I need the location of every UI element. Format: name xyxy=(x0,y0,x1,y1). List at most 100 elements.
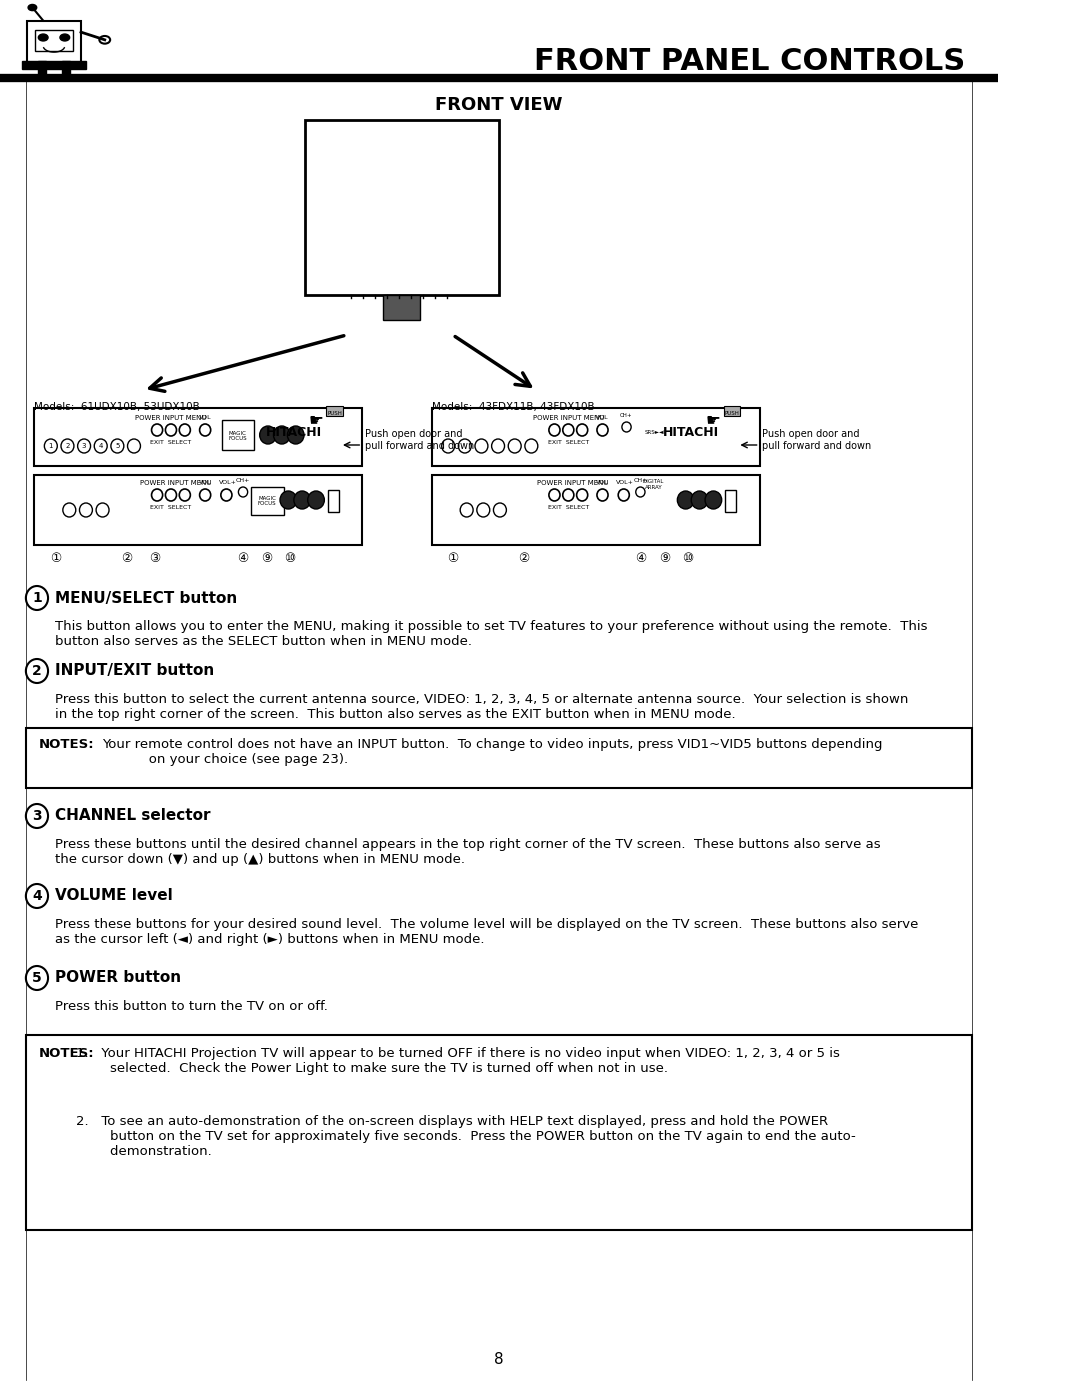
Text: NOTES:: NOTES: xyxy=(39,1046,94,1060)
Text: VOL+: VOL+ xyxy=(617,481,634,485)
Text: PUSH: PUSH xyxy=(327,411,342,416)
Bar xyxy=(35,408,362,467)
Bar xyxy=(328,490,339,511)
Text: ②: ② xyxy=(518,552,529,564)
Text: Models:  61UDX10B, 53UDX10B: Models: 61UDX10B, 53UDX10B xyxy=(35,402,200,412)
Text: 2.   To see an auto-demonstration of the on-screen displays with HELP text displ: 2. To see an auto-demonstration of the o… xyxy=(76,1115,855,1158)
Circle shape xyxy=(60,34,70,41)
Text: ⑨: ⑨ xyxy=(261,552,272,564)
Text: INPUT/EXIT button: INPUT/EXIT button xyxy=(55,664,215,679)
Text: 1.   Your HITACHI Projection TV will appear to be turned OFF if there is no vide: 1. Your HITACHI Projection TV will appea… xyxy=(76,1046,839,1076)
Text: This button allows you to enter the MENU, making it possible to set TV features : This button allows you to enter the MENU… xyxy=(55,620,928,648)
Text: 2: 2 xyxy=(32,664,42,678)
Text: POWER INPUT MENU: POWER INPUT MENU xyxy=(139,481,212,486)
Circle shape xyxy=(287,426,305,444)
Text: 4: 4 xyxy=(32,888,42,902)
Bar xyxy=(35,475,362,545)
Text: HITACHI: HITACHI xyxy=(663,426,719,439)
Text: VOL: VOL xyxy=(596,481,609,485)
Bar xyxy=(432,408,759,467)
Text: 2: 2 xyxy=(65,443,69,448)
Text: Models:  43FDX11B, 43FDX10B: Models: 43FDX11B, 43FDX10B xyxy=(432,402,594,412)
Text: ④: ④ xyxy=(635,552,646,564)
Bar xyxy=(432,475,759,545)
Text: ④: ④ xyxy=(238,552,248,564)
Text: FRONT VIEW: FRONT VIEW xyxy=(435,96,563,115)
Text: Press these buttons until the desired channel appears in the top right corner of: Press these buttons until the desired ch… xyxy=(55,838,881,866)
Text: Push open door and
pull forward and down: Push open door and pull forward and down xyxy=(762,429,872,451)
Text: EXIT  SELECT: EXIT SELECT xyxy=(150,440,191,446)
Text: MAGIC
FOCUS: MAGIC FOCUS xyxy=(228,430,247,441)
Text: VOL: VOL xyxy=(199,481,212,485)
Text: CH+: CH+ xyxy=(633,478,648,483)
Text: ①: ① xyxy=(50,552,62,564)
Text: CHANNEL selector: CHANNEL selector xyxy=(55,809,211,823)
Circle shape xyxy=(308,490,324,509)
Bar xyxy=(726,490,737,511)
Text: VOLUME level: VOLUME level xyxy=(55,888,173,904)
Circle shape xyxy=(677,490,694,509)
Text: Press these buttons for your desired sound level.  The volume level will be disp: Press these buttons for your desired sou… xyxy=(55,918,919,946)
Circle shape xyxy=(259,426,276,444)
Text: 1: 1 xyxy=(32,591,42,605)
Text: ⑨: ⑨ xyxy=(659,552,670,564)
Text: VOL+: VOL+ xyxy=(219,481,237,485)
Circle shape xyxy=(273,426,291,444)
Text: 4: 4 xyxy=(98,443,103,448)
Bar xyxy=(27,21,81,63)
Text: ⑩: ⑩ xyxy=(681,552,693,564)
Circle shape xyxy=(280,490,297,509)
Circle shape xyxy=(39,34,48,41)
Text: ②: ② xyxy=(121,552,132,564)
Text: EXIT  SELECT: EXIT SELECT xyxy=(548,440,589,446)
Text: Push open door and
pull forward and down: Push open door and pull forward and down xyxy=(365,429,474,451)
Text: POWER INPUT MENU: POWER INPUT MENU xyxy=(537,481,609,486)
Text: NOTES:: NOTES: xyxy=(39,738,94,752)
Text: HITACHI: HITACHI xyxy=(266,426,322,439)
Text: 1: 1 xyxy=(49,443,53,448)
Text: ①: ① xyxy=(447,552,458,564)
Text: POWER button: POWER button xyxy=(55,971,181,985)
Text: EXIT  SELECT: EXIT SELECT xyxy=(548,504,589,510)
Bar xyxy=(724,407,740,416)
Text: Your remote control does not have an INPUT button.  To change to video inputs, p: Your remote control does not have an INP… xyxy=(102,738,882,766)
Text: POWER INPUT MENU: POWER INPUT MENU xyxy=(135,415,206,420)
Bar xyxy=(38,60,46,74)
Text: DIGITAL
ARRAY: DIGITAL ARRAY xyxy=(643,479,664,490)
Text: EXIT  SELECT: EXIT SELECT xyxy=(150,504,191,510)
Circle shape xyxy=(705,490,721,509)
Bar xyxy=(35,29,73,52)
Bar xyxy=(26,728,972,788)
Text: VOL: VOL xyxy=(199,415,212,420)
Circle shape xyxy=(691,490,707,509)
Text: VOL: VOL xyxy=(596,415,609,420)
Text: ☛: ☛ xyxy=(309,411,323,429)
Text: PUSH: PUSH xyxy=(725,411,740,416)
Bar xyxy=(26,1035,972,1229)
Text: ☛: ☛ xyxy=(706,411,720,429)
Text: Press this button to turn the TV on or off.: Press this button to turn the TV on or o… xyxy=(55,1000,328,1013)
Text: MAGIC
FOCUS: MAGIC FOCUS xyxy=(258,496,276,506)
Text: SRS►◄II: SRS►◄II xyxy=(645,430,667,436)
Text: CH+: CH+ xyxy=(620,414,633,418)
Text: FRONT PANEL CONTROLS: FRONT PANEL CONTROLS xyxy=(535,47,966,77)
Bar xyxy=(305,120,499,295)
Bar xyxy=(326,407,342,416)
Text: 8: 8 xyxy=(495,1352,503,1368)
Text: POWER INPUT MENU: POWER INPUT MENU xyxy=(532,415,604,420)
Text: 5: 5 xyxy=(32,971,42,985)
Bar xyxy=(62,60,70,74)
Text: CH+: CH+ xyxy=(235,478,251,483)
Text: 5: 5 xyxy=(116,443,120,448)
Text: ⑩: ⑩ xyxy=(284,552,296,564)
Text: MENU/SELECT button: MENU/SELECT button xyxy=(55,591,238,605)
Text: Press this button to select the current antenna source, VIDEO: 1, 2, 3, 4, 5 or : Press this button to select the current … xyxy=(55,693,908,721)
Text: ③: ③ xyxy=(150,552,161,564)
Bar xyxy=(252,488,284,515)
Circle shape xyxy=(294,490,310,509)
Bar xyxy=(383,295,420,320)
Bar xyxy=(22,61,86,68)
Bar xyxy=(221,420,254,450)
Text: 3: 3 xyxy=(32,809,42,823)
Text: 3: 3 xyxy=(82,443,86,448)
